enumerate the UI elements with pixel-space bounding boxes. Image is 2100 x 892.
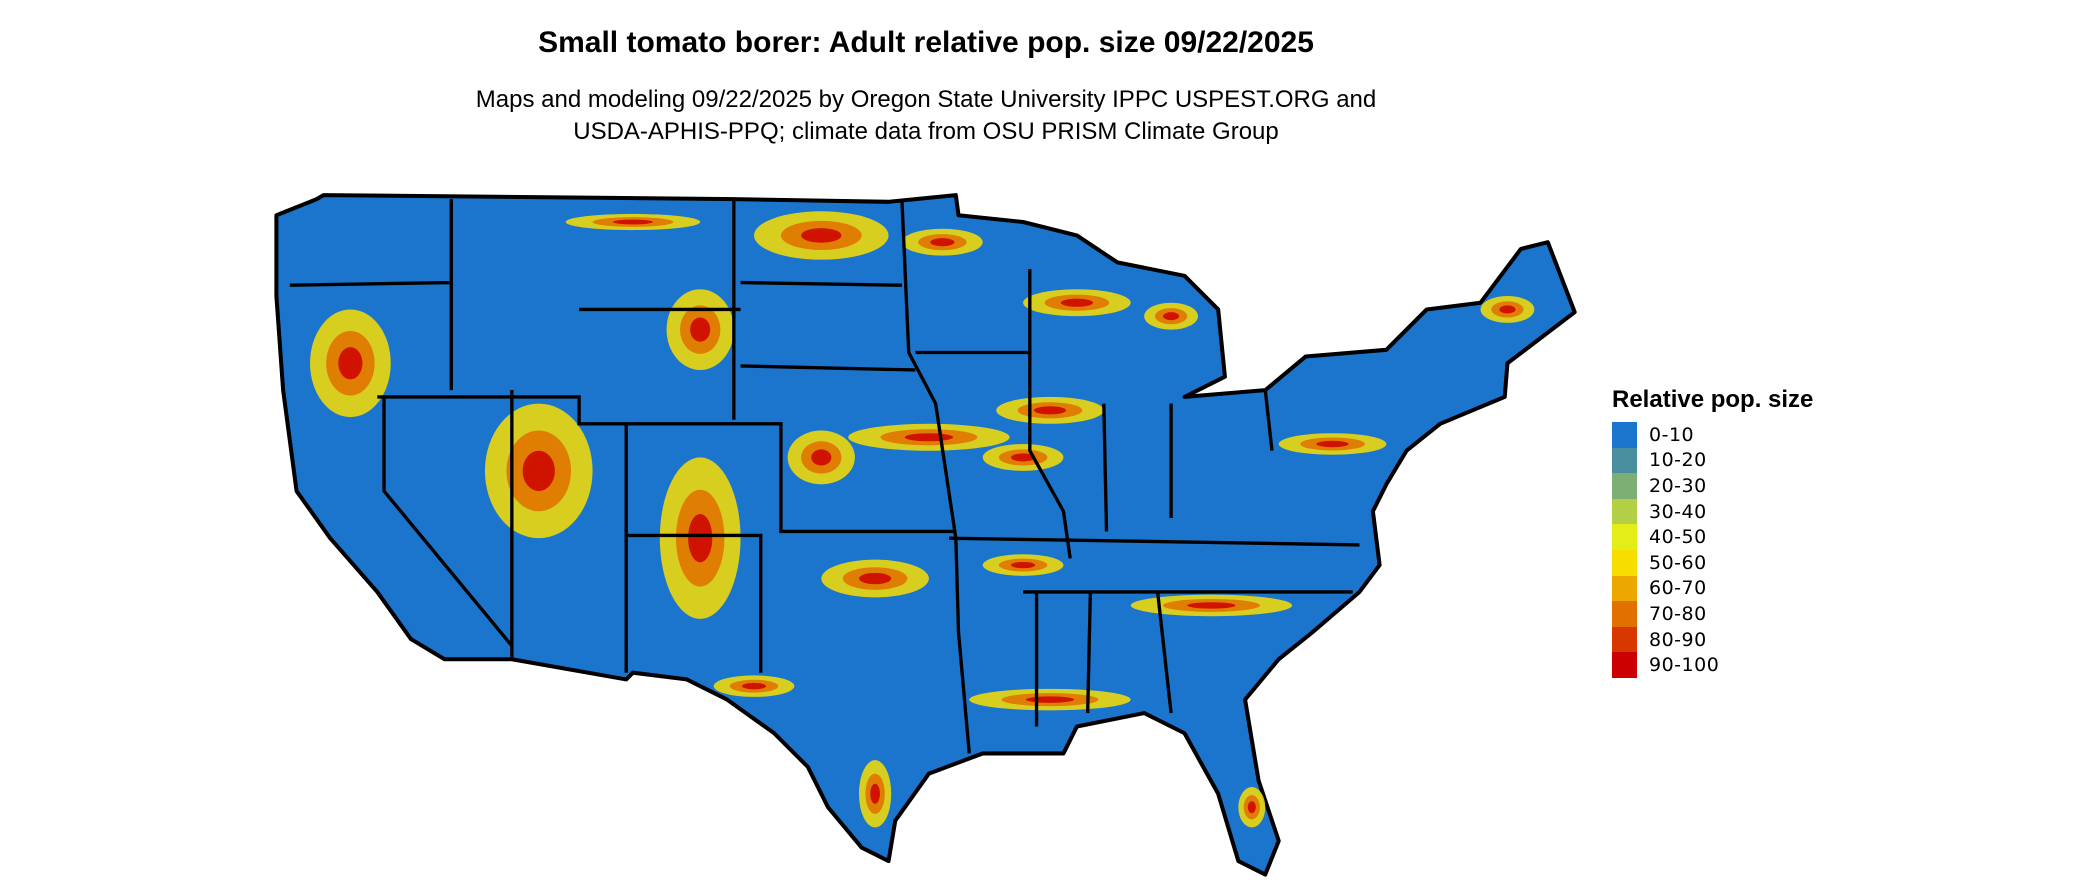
legend-item: 90-100 (1612, 652, 1813, 678)
state-border (289, 199, 1360, 754)
hotspot (1499, 305, 1516, 314)
legend-swatch (1612, 498, 1637, 525)
map-title: Small tomato borer: Adult relative pop. … (538, 26, 1314, 59)
legend-label: 80-90 (1649, 628, 1707, 651)
legend: Relative pop. size 0-10 10-20 20-30 30-40 40… (1612, 386, 1813, 678)
hotspot (1163, 312, 1180, 321)
legend-swatch (1612, 626, 1637, 653)
hotspot (688, 513, 713, 563)
legend-label: 60-70 (1649, 577, 1707, 600)
legend-label: 30-40 (1649, 500, 1707, 523)
legend-swatch (1612, 524, 1637, 550)
legend-label: 50-60 (1649, 551, 1707, 574)
hotspot (858, 572, 892, 585)
legend-label: 90-100 (1649, 654, 1720, 677)
legend-swatch (1612, 575, 1637, 602)
legend-label: 10-20 (1649, 449, 1707, 472)
hotspot (690, 317, 711, 342)
hotspot (930, 238, 955, 247)
legend-label: 40-50 (1649, 526, 1707, 549)
hotspot (801, 228, 842, 243)
hotspot (1010, 561, 1036, 569)
hotspot (1247, 801, 1256, 814)
legend-swatch (1612, 601, 1637, 627)
hotspot (612, 219, 654, 225)
hotspot (522, 450, 555, 492)
map-subtitle: Maps and modeling 09/22/2025 by Oregon S… (0, 84, 1852, 148)
legend-item: 30-40 (1612, 498, 1813, 525)
us-outline (274, 193, 1577, 877)
legend-swatch (1612, 447, 1637, 474)
legend-item: 70-80 (1612, 601, 1813, 627)
legend-item: 40-50 (1612, 524, 1813, 550)
hotspot (1025, 696, 1075, 703)
subtitle-line-1: Maps and modeling 09/22/2025 by Oregon S… (475, 86, 1377, 113)
legend-swatch (1612, 422, 1637, 448)
subtitle-line-2: USDA-APHIS-PPQ; climate data from OSU PR… (573, 118, 1279, 145)
legend-title: Relative pop. size (1612, 386, 1814, 413)
hotspot (741, 682, 767, 690)
legend-item: 0-10 (1612, 422, 1813, 448)
hotspot (1060, 298, 1094, 307)
legend-item: 80-90 (1612, 626, 1813, 653)
legend-label: 0-10 (1649, 423, 1695, 446)
hotspots (310, 211, 1535, 828)
hotspot (1187, 602, 1236, 609)
legend-label: 70-80 (1649, 602, 1707, 625)
hotspot (811, 449, 832, 466)
legend-item: 10-20 (1612, 447, 1813, 474)
hotspot (870, 783, 880, 804)
legend-item: 50-60 (1612, 549, 1813, 576)
legend-swatch (1612, 473, 1637, 499)
hotspot (1316, 440, 1349, 448)
hotspot (338, 347, 363, 380)
hotspot (1033, 406, 1067, 415)
legend-label: 20-30 (1649, 474, 1707, 497)
hotspot (904, 433, 954, 442)
legend-item: 60-70 (1612, 575, 1813, 602)
state-borders (289, 199, 1360, 754)
legend-swatch (1612, 549, 1637, 576)
hotspot (1010, 453, 1036, 462)
legend-swatch (1612, 652, 1637, 678)
legend-item: 20-30 (1612, 473, 1813, 499)
us-land (274, 193, 1577, 877)
